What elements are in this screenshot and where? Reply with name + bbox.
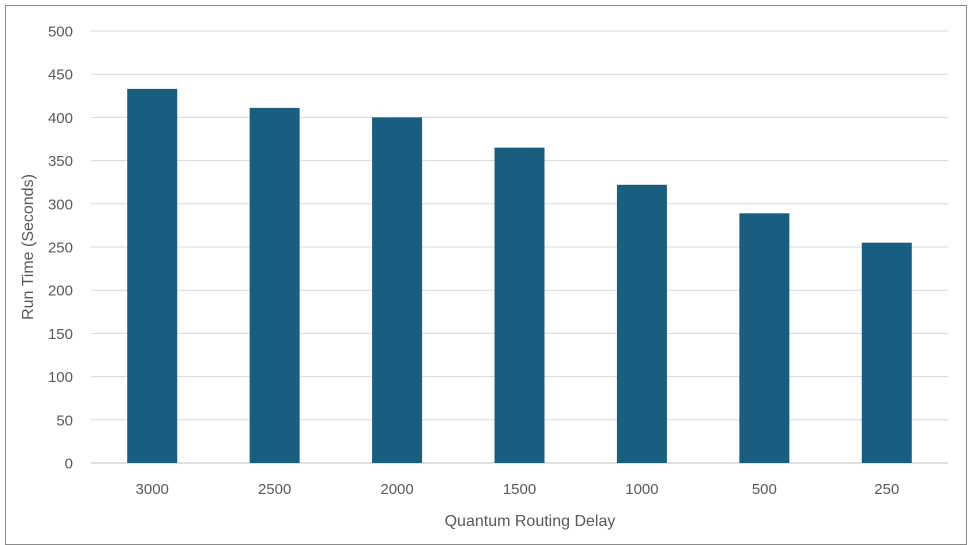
y-tick-label: 50 — [56, 412, 73, 429]
bar-chart: 0 50 100 150 200 250 300 350 400 450 500 3000 2500 2… — [20, 24, 948, 530]
x-tick-label: 2500 — [258, 481, 291, 498]
x-tick-label: 3000 — [136, 481, 169, 498]
gridlines — [91, 30, 948, 464]
y-tick-label: 300 — [48, 196, 73, 213]
x-tick-label: 2000 — [380, 481, 413, 498]
bar — [127, 88, 178, 463]
x-tick-label: 1500 — [503, 481, 536, 498]
x-axis-title: Quantum Routing Delay — [445, 513, 616, 530]
y-tick-label: 250 — [48, 240, 73, 257]
y-tick-label: 200 — [48, 283, 73, 300]
bar — [372, 117, 423, 464]
bars — [127, 88, 912, 464]
y-tick-label: 450 — [48, 67, 73, 84]
bar — [739, 213, 790, 463]
y-tick-label: 100 — [48, 369, 73, 386]
y-axis-title: Run Time (Seconds) — [20, 174, 37, 320]
x-tick-label: 1000 — [625, 481, 658, 498]
y-tick-label: 500 — [48, 24, 73, 41]
x-tick-label: 250 — [874, 481, 899, 498]
bar — [616, 184, 667, 464]
bar — [249, 107, 300, 464]
bar — [494, 147, 545, 463]
y-tick-label: 350 — [48, 153, 73, 170]
x-tick-labels: 3000 2500 2000 1500 1000 500 250 — [136, 481, 900, 498]
bar — [861, 242, 912, 463]
y-tick-labels: 0 50 100 150 200 250 300 350 400 450 500 — [48, 24, 73, 473]
y-tick-label: 150 — [48, 326, 73, 343]
y-tick-label: 400 — [48, 110, 73, 127]
x-tick-label: 500 — [752, 481, 777, 498]
y-tick-label: 0 — [65, 456, 73, 473]
